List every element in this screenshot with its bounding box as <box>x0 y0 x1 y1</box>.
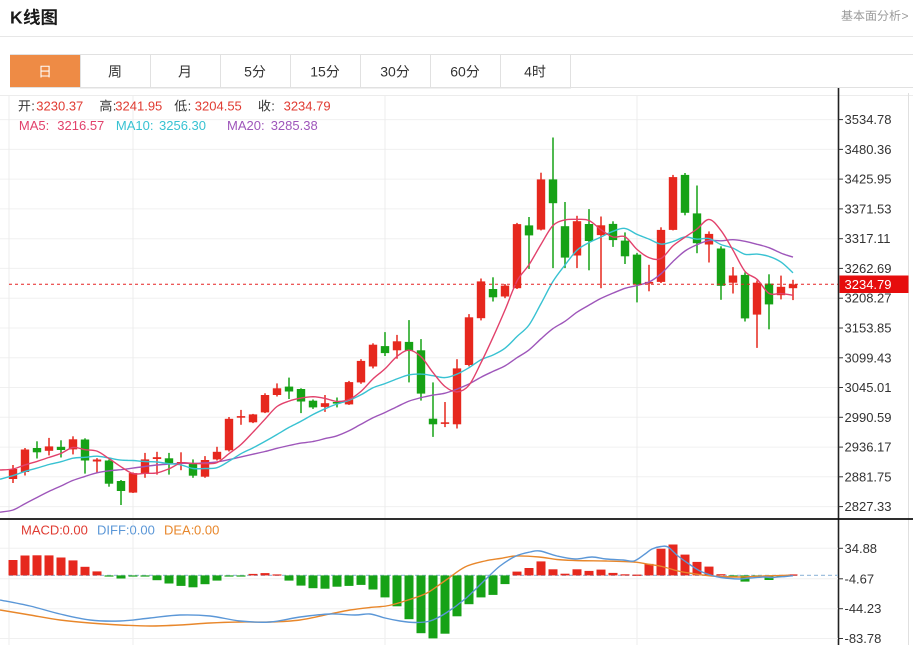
svg-text:3262.69: 3262.69 <box>845 261 892 276</box>
svg-text:3216.57: 3216.57 <box>57 118 104 133</box>
svg-text::: : <box>31 99 35 114</box>
svg-text:60: 60 <box>450 64 466 80</box>
svg-text:3099.43: 3099.43 <box>845 350 892 365</box>
svg-text:3425.95: 3425.95 <box>845 172 892 187</box>
svg-text:5: 5 <box>244 64 252 80</box>
svg-text::: : <box>188 99 192 114</box>
svg-text:0.00: 0.00 <box>194 523 219 538</box>
svg-text:0.00: 0.00 <box>63 523 88 538</box>
svg-text:30: 30 <box>380 64 396 80</box>
svg-text:MA5:: MA5: <box>19 118 49 133</box>
svg-text:3241.95: 3241.95 <box>115 99 162 114</box>
svg-text:>: > <box>902 9 909 23</box>
svg-text:15: 15 <box>310 64 326 80</box>
svg-text:3285.38: 3285.38 <box>271 118 318 133</box>
svg-text:MA20:: MA20: <box>227 118 265 133</box>
svg-text:MA10:: MA10: <box>116 118 154 133</box>
svg-text:3153.85: 3153.85 <box>845 321 892 336</box>
svg-text:3204.55: 3204.55 <box>195 99 242 114</box>
svg-text:3480.36: 3480.36 <box>845 142 892 157</box>
svg-text:DEA:: DEA: <box>164 523 194 538</box>
svg-text:K: K <box>10 8 23 28</box>
svg-text::: : <box>113 99 117 114</box>
svg-text:3230.37: 3230.37 <box>36 99 83 114</box>
svg-text:-83.78: -83.78 <box>845 631 882 645</box>
svg-text:0.00: 0.00 <box>130 523 155 538</box>
svg-text:34.88: 34.88 <box>845 541 878 556</box>
svg-text:3208.27: 3208.27 <box>845 291 892 306</box>
svg-text:MACD:: MACD: <box>21 523 63 538</box>
svg-text:2881.75: 2881.75 <box>845 469 892 484</box>
svg-text:3534.78: 3534.78 <box>845 112 892 127</box>
svg-text:3256.30: 3256.30 <box>159 118 206 133</box>
svg-text:-4.67: -4.67 <box>845 571 875 586</box>
svg-text:2936.17: 2936.17 <box>845 440 892 455</box>
svg-text:3371.53: 3371.53 <box>845 201 892 216</box>
svg-text::: : <box>271 99 275 114</box>
svg-text:3234.79: 3234.79 <box>845 277 892 292</box>
svg-text:3234.79: 3234.79 <box>284 99 331 114</box>
svg-text:DIFF:: DIFF: <box>97 523 130 538</box>
svg-text:2827.33: 2827.33 <box>845 499 892 514</box>
svg-text:2990.59: 2990.59 <box>845 410 892 425</box>
svg-text:3317.11: 3317.11 <box>845 231 891 246</box>
svg-text:3045.01: 3045.01 <box>845 380 892 395</box>
svg-text:-44.23: -44.23 <box>845 601 882 616</box>
svg-text:4: 4 <box>524 64 532 80</box>
